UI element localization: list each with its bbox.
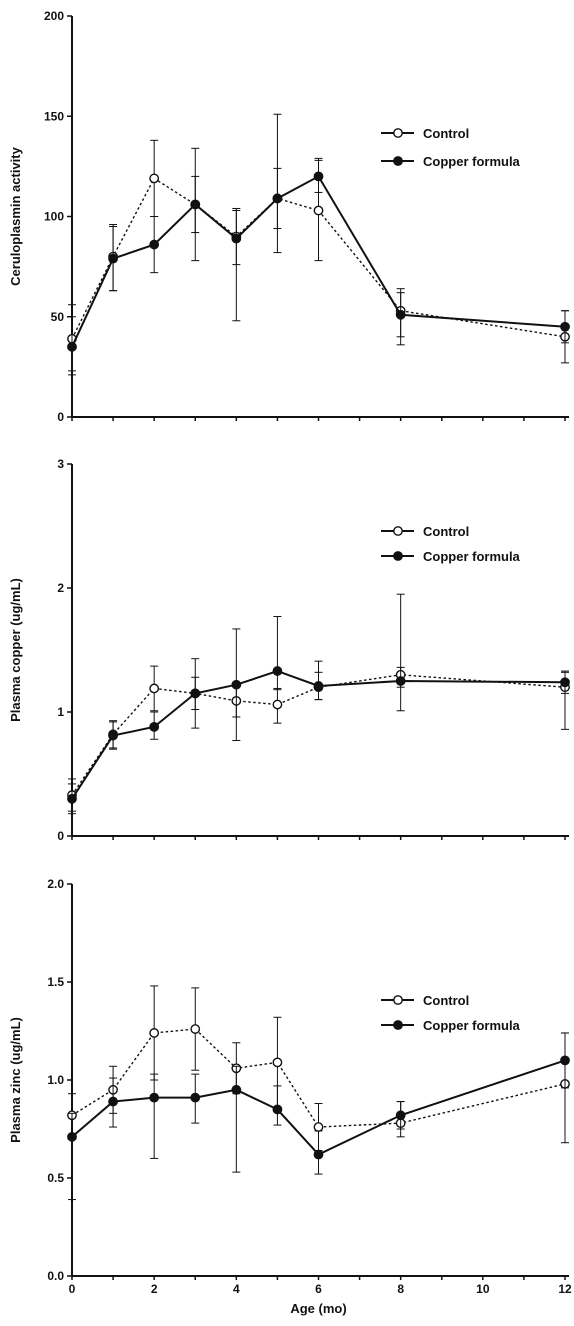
x-axis-title: Age (mo) <box>290 1301 346 1316</box>
legend-marker <box>393 526 403 536</box>
data-point <box>149 1092 160 1103</box>
data-point <box>313 681 324 691</box>
data-point <box>149 173 160 184</box>
x-tick-label: 10 <box>476 1282 490 1296</box>
series-control <box>67 985 570 1152</box>
x-tick-label: 8 <box>397 1282 404 1296</box>
data-point <box>190 199 201 210</box>
data-point <box>190 688 201 699</box>
data-point <box>108 730 118 741</box>
x-tick-label: 6 <box>315 1282 322 1296</box>
data-point <box>560 1055 570 1066</box>
legend-marker <box>393 551 403 561</box>
y-axis-title: Ceruloplasmin activity <box>8 146 23 285</box>
chart-panel-2: 0 1 2 3 Plasma copper (ug/mL) Control Copper f… <box>8 457 570 843</box>
data-point <box>272 1104 283 1115</box>
data-point <box>149 239 160 250</box>
legend: Control Copper formula <box>381 524 521 564</box>
y-tick-label: 0 <box>57 410 64 424</box>
legend-marker <box>393 995 403 1005</box>
y-tick-label: 0.5 <box>47 1171 64 1185</box>
legend-marker <box>393 128 403 138</box>
legend: Control Copper formula <box>381 126 521 169</box>
series-control <box>67 113 570 372</box>
data-point <box>395 1110 406 1121</box>
data-point <box>108 253 118 264</box>
data-point <box>190 1024 201 1034</box>
data-point <box>272 193 283 204</box>
data-point <box>313 1122 324 1132</box>
legend-label: Control <box>423 524 469 539</box>
chart-panel-3: 0.0 0.5 1.0 1.5 2.0 0 2 4 6 8 10 12 Plasma zinc (ug/… <box>8 877 572 1316</box>
data-point <box>108 1096 118 1107</box>
series-copper-formula <box>67 159 570 376</box>
x-tick-label: 2 <box>151 1282 158 1296</box>
legend-marker <box>393 1020 403 1030</box>
y-tick-label: 1.0 <box>47 1073 64 1087</box>
data-point <box>67 793 77 804</box>
data-point <box>313 1149 324 1160</box>
y-tick-label: 1 <box>57 705 64 719</box>
data-point <box>190 1092 201 1103</box>
legend-label: Copper formula <box>423 1018 521 1033</box>
data-point <box>149 721 160 732</box>
data-point <box>395 309 406 320</box>
legend-marker <box>393 156 403 166</box>
data-point <box>313 205 324 216</box>
y-tick-label: 0 <box>57 829 64 843</box>
y-tick-label: 3 <box>57 457 64 471</box>
y-axis-title: Plasma copper (ug/mL) <box>8 578 23 722</box>
legend-label: Copper formula <box>423 154 521 169</box>
chart-panel-1: 0 50 100 150 200 Ceruloplasmin activity Contro… <box>8 9 570 424</box>
series-copper-formula <box>67 1032 570 1201</box>
data-point <box>231 1084 242 1095</box>
legend-label: Control <box>423 126 469 141</box>
x-tick-label: 4 <box>233 1282 240 1296</box>
y-tick-label: 2.0 <box>47 877 64 891</box>
data-point <box>149 1028 160 1038</box>
data-point <box>395 676 406 686</box>
data-point <box>231 233 242 244</box>
legend-label: Control <box>423 993 469 1008</box>
y-tick-label: 150 <box>44 109 64 123</box>
y-tick-label: 100 <box>44 210 64 224</box>
legend: Control Copper formula <box>381 993 521 1033</box>
legend-label: Copper formula <box>423 549 521 564</box>
x-tick-label: 0 <box>69 1282 76 1296</box>
y-tick-label: 2 <box>57 581 64 595</box>
data-point <box>560 321 570 332</box>
data-point <box>313 171 324 182</box>
data-point <box>149 683 160 694</box>
data-point <box>272 666 283 676</box>
series-control <box>67 593 570 812</box>
data-point <box>231 679 242 690</box>
data-point <box>67 1131 77 1142</box>
y-tick-label: 0.0 <box>47 1269 64 1283</box>
y-tick-label: 200 <box>44 9 64 23</box>
series-copper-formula <box>67 616 570 815</box>
y-tick-label: 1.5 <box>47 975 64 989</box>
x-tick-label: 12 <box>558 1282 572 1296</box>
y-tick-label: 50 <box>51 310 65 324</box>
y-axis-title: Plasma zinc (ug/mL) <box>8 1017 23 1143</box>
data-point <box>272 1057 283 1068</box>
data-point <box>560 677 570 688</box>
data-point <box>272 699 283 710</box>
data-point <box>67 341 77 352</box>
